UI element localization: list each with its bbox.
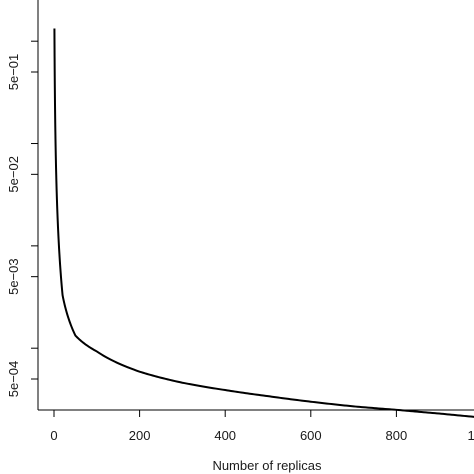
y-tick-label: 5e−04 — [6, 361, 21, 398]
series-line — [53, 28, 474, 418]
x-tick-label: 600 — [300, 428, 322, 443]
x-tick-label: 200 — [129, 428, 151, 443]
plot-frame — [37, 0, 474, 411]
y-axis: 5e−04 5e−03 5e−02 5e−01 — [6, 40, 38, 398]
x-tick-label: 1000 — [468, 428, 474, 443]
x-axis-title: Number of replicas — [212, 458, 322, 473]
y-tick-label: 5e−01 — [6, 54, 21, 91]
x-tick-label: 400 — [214, 428, 236, 443]
y-tick-label: 5e−03 — [6, 258, 21, 295]
x-tick-label: 800 — [386, 428, 408, 443]
y-tick-label: 5e−02 — [6, 156, 21, 193]
series-layer — [53, 28, 474, 418]
x-tick-label: 0 — [50, 428, 57, 443]
x-axis: 0 200 400 600 800 1000 — [50, 410, 474, 443]
